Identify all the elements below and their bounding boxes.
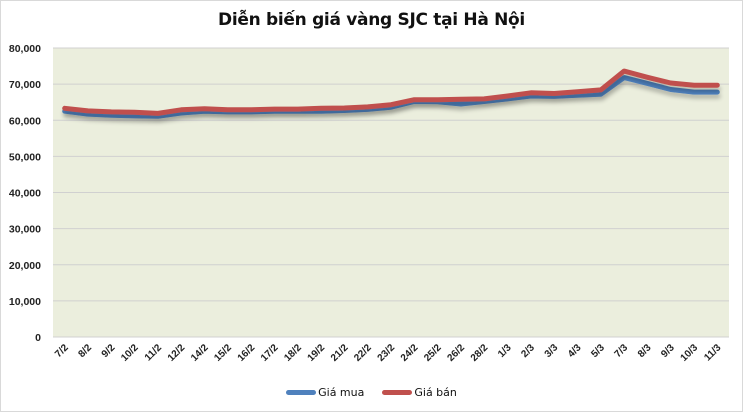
x-tick-label: 7/3 bbox=[613, 342, 631, 360]
x-tick-label: 25/2 bbox=[422, 342, 444, 364]
x-tick-label: 2/3 bbox=[519, 342, 537, 360]
y-tick-label: 0 bbox=[35, 332, 41, 344]
x-tick-label: 11/3 bbox=[702, 342, 723, 363]
y-tick-label: 80,000 bbox=[9, 43, 41, 55]
x-tick-label: 14/2 bbox=[189, 342, 211, 364]
legend-label: Giá bán bbox=[414, 386, 457, 399]
y-tick-label: 40,000 bbox=[9, 188, 41, 200]
x-tick-label: 7/2 bbox=[53, 342, 71, 360]
x-tick-label: 4/3 bbox=[566, 342, 584, 360]
x-tick-label: 28/2 bbox=[469, 342, 491, 364]
x-tick-label: 22/2 bbox=[352, 342, 374, 364]
x-tick-label: 15/2 bbox=[212, 342, 234, 364]
x-tick-label: 1/3 bbox=[496, 342, 514, 360]
x-tick-label: 18/2 bbox=[282, 342, 304, 364]
x-tick-label: 24/2 bbox=[399, 342, 421, 364]
x-tick-label: 8/3 bbox=[636, 342, 654, 360]
y-tick-label: 20,000 bbox=[9, 260, 41, 272]
x-tick-label: 10/3 bbox=[679, 342, 701, 364]
x-tick-label: 9/3 bbox=[659, 342, 677, 360]
series-lines bbox=[62, 68, 720, 119]
legend-swatch-blue-icon bbox=[286, 390, 317, 395]
x-tick-label: 19/2 bbox=[306, 342, 328, 364]
y-tick-label: 50,000 bbox=[9, 151, 41, 163]
gridlines bbox=[53, 47, 729, 338]
y-tick-label: 30,000 bbox=[9, 224, 41, 236]
legend-label: Giá mua bbox=[318, 386, 365, 399]
y-tick-label: 10,000 bbox=[9, 296, 41, 308]
legend: Giá mua Giá bán bbox=[0, 386, 743, 399]
x-tick-label: 5/3 bbox=[589, 342, 607, 360]
legend-item-gia-ban[interactable]: Giá bán bbox=[382, 386, 457, 399]
y-tick-label: 60,000 bbox=[9, 115, 41, 127]
y-axis: 0 10,000 20,000 30,000 40,000 50,000 60,000 70,… bbox=[9, 43, 41, 344]
x-tick-label: 9/2 bbox=[100, 342, 118, 360]
x-tick-label: 11/2 bbox=[143, 342, 164, 363]
x-tick-label: 3/3 bbox=[543, 342, 561, 360]
x-tick-label: 26/2 bbox=[446, 342, 468, 364]
series-line[interactable] bbox=[62, 68, 720, 116]
y-tick-label: 70,000 bbox=[9, 79, 41, 91]
legend-item-gia-mua[interactable]: Giá mua bbox=[286, 386, 364, 399]
x-tick-label: 10/2 bbox=[119, 342, 141, 364]
x-tick-label: 21/2 bbox=[329, 342, 351, 364]
x-tick-label: 16/2 bbox=[236, 342, 258, 364]
legend-swatch-red-icon bbox=[382, 390, 413, 395]
x-tick-label: 8/2 bbox=[76, 342, 94, 360]
x-tick-label: 17/2 bbox=[259, 342, 281, 364]
x-tick-label: 12/2 bbox=[166, 342, 188, 364]
x-axis: 7/2 8/2 9/2 10/2 11/2 12/2 14/2 15/2 16/2 17/2 18/… bbox=[53, 342, 724, 364]
chart-title: Diễn biến giá vàng SJC tại Hà Nội bbox=[218, 10, 525, 30]
x-tick-label: 23/2 bbox=[376, 342, 398, 364]
